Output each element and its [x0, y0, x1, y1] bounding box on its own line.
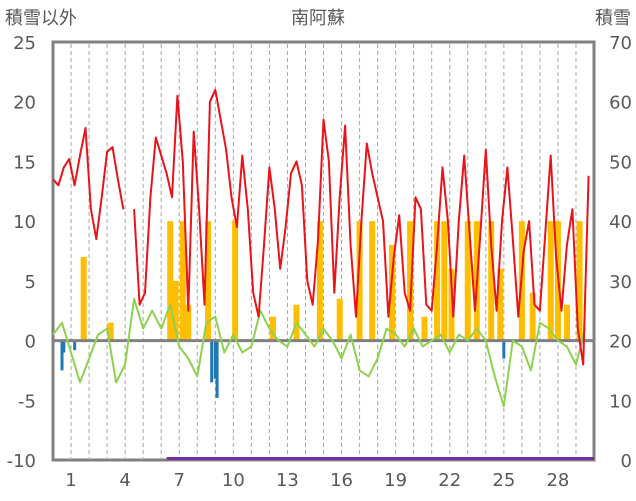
negative-bar	[502, 340, 506, 359]
x-tick-label: 13	[276, 470, 299, 491]
right-y-tick-label: 60	[609, 93, 632, 114]
precipitation-bar	[563, 304, 570, 341]
precipitation-bar	[167, 221, 174, 341]
precipitation-bar	[488, 221, 495, 341]
precipitation-bar	[172, 280, 179, 341]
right-y-tick-label: 30	[609, 272, 632, 293]
left-y-tick-label: 25	[13, 33, 36, 54]
x-tick-label: 16	[330, 470, 353, 491]
precipitation-bar	[389, 245, 396, 341]
left-axis-title: 積雪以外	[5, 8, 77, 29]
x-tick-label: 4	[119, 470, 130, 491]
left-y-ticks: 25 20 15 10 5 0 -5 -10	[7, 33, 36, 472]
precipitation-bar	[434, 221, 441, 341]
negative-bar	[62, 340, 66, 353]
precipitation-bar	[421, 316, 428, 341]
right-y-tick-label: 20	[609, 332, 632, 353]
precipitation-bar	[336, 298, 343, 341]
x-tick-label: 28	[546, 470, 569, 491]
precipitation-bar	[441, 221, 448, 341]
precipitation-bar	[529, 292, 536, 341]
precipitation-bar	[369, 221, 376, 341]
negative-bar	[213, 340, 217, 379]
precipitation-bar	[356, 221, 363, 341]
x-tick-label: 19	[384, 470, 407, 491]
x-tick-label: 10	[222, 470, 245, 491]
right-y-tick-label: 10	[609, 391, 632, 412]
x-tick-label: 25	[492, 470, 515, 491]
negative-bar	[60, 340, 64, 371]
negative-bar	[73, 340, 77, 351]
precipitation-bar	[185, 304, 192, 341]
left-y-tick-label: 15	[13, 152, 36, 173]
left-y-tick-label: -5	[18, 391, 36, 412]
negative-bars	[60, 340, 506, 398]
precipitation-bar	[497, 268, 504, 341]
negative-bar	[215, 340, 219, 398]
series-line-red	[52, 88, 590, 366]
right-y-tick-label: 70	[609, 33, 632, 54]
chart-title: 南阿蘇	[291, 8, 345, 29]
right-y-ticks: 70 60 50 40 30 20 10 0	[609, 33, 632, 472]
left-y-tick-label: 20	[13, 93, 36, 114]
negative-bar	[210, 340, 214, 383]
left-y-tick-label: 10	[13, 212, 36, 233]
right-y-tick-label: 40	[609, 212, 632, 233]
x-tick-label: 7	[174, 470, 185, 491]
precipitation-bars	[80, 221, 583, 341]
precipitation-bar	[464, 221, 471, 341]
precipitation-bar	[576, 221, 583, 341]
precipitation-bar	[407, 221, 414, 341]
left-y-tick-label: 5	[25, 272, 36, 293]
left-y-tick-label: 0	[25, 332, 36, 353]
precipitation-bar	[205, 221, 212, 341]
right-axis-title: 積雪	[595, 8, 631, 29]
left-y-tick-label: -10	[7, 451, 36, 472]
precipitation-bar	[80, 256, 87, 341]
precipitation-bar	[547, 221, 554, 341]
precipitation-bar	[316, 221, 323, 341]
precipitation-bar	[448, 268, 455, 341]
precipitation-bar	[107, 322, 114, 341]
precipitation-bar	[270, 316, 277, 341]
x-tick-label: 22	[438, 470, 461, 491]
x-ticks: 1 4 7 10 13 16 19 22 25 28	[65, 470, 569, 491]
x-tick-label: 1	[65, 470, 76, 491]
right-y-tick-label: 50	[609, 152, 632, 173]
precipitation-bar	[232, 221, 239, 341]
precipitation-bar	[179, 221, 186, 341]
series-line-green	[52, 297, 586, 408]
series-lines	[52, 88, 590, 408]
right-y-tick-label: 0	[621, 451, 632, 472]
